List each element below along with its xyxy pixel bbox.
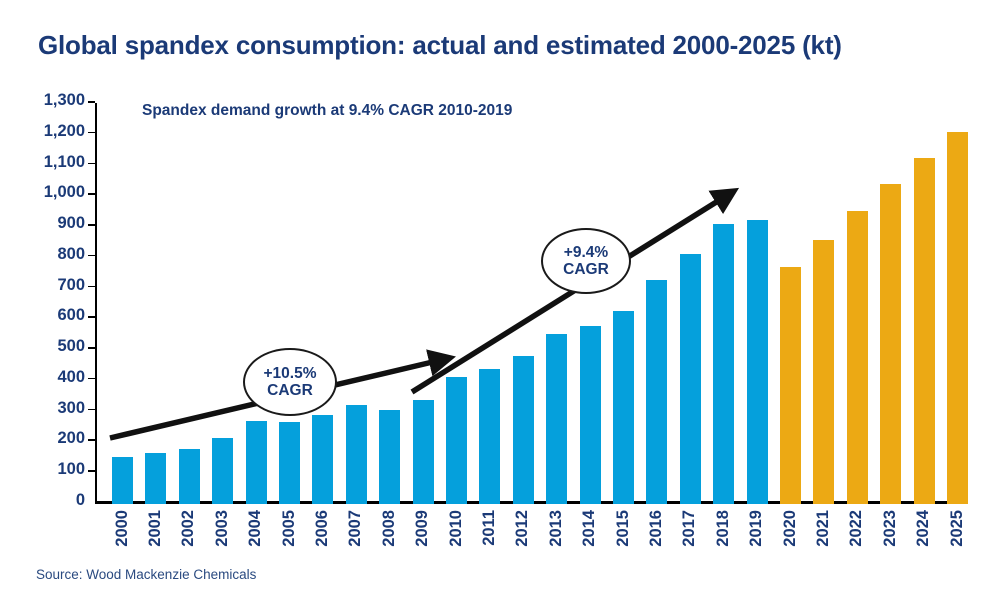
y-axis-tick	[88, 408, 95, 411]
x-axis-tick-label-2006: 2006	[312, 510, 331, 547]
y-axis-tick	[88, 131, 95, 134]
y-axis-tick-label: 1,000	[43, 183, 85, 202]
bar-2021	[813, 239, 835, 504]
x-axis-tick-label-2002: 2002	[179, 510, 198, 547]
bar-2008	[379, 410, 401, 504]
x-axis-tick-label-2018: 2018	[713, 510, 732, 547]
x-axis-tick-label-2023: 2023	[880, 510, 899, 547]
y-axis-tick-label: 1,300	[43, 91, 85, 109]
cagr-bubble-1-label: CAGR	[267, 382, 313, 399]
x-axis-tick-label-2022: 2022	[847, 510, 866, 547]
plot-area: 1,300 1,200 1,100 1,000 900 800 700 600 500 400 30…	[44, 92, 968, 547]
bar-2019	[746, 219, 768, 504]
y-axis-tick-label: 300	[57, 398, 85, 417]
y-axis-tick	[88, 162, 95, 165]
bar-2018	[713, 223, 735, 504]
bar-2012	[512, 355, 534, 504]
bar-2006	[312, 415, 334, 504]
bar-2004	[245, 420, 267, 504]
chart-subtitle-annotation: Spandex demand growth at 9.4% CAGR 2010-…	[142, 102, 513, 119]
cagr-bubble-1-value: +10.5%	[263, 364, 317, 382]
x-axis-tick-label-2008: 2008	[379, 510, 398, 547]
x-axis-tick-label-2016: 2016	[646, 510, 665, 547]
y-axis-tick-label: 1,200	[43, 121, 85, 140]
bar-2001	[145, 453, 167, 504]
x-axis-tick-label-2010: 2010	[446, 510, 465, 547]
x-axis-tick-label-2012: 2012	[513, 510, 532, 547]
y-axis-tick-label: 500	[57, 337, 85, 356]
y-axis-tick-label: 200	[57, 429, 85, 448]
x-axis-tick-label-2019: 2019	[747, 510, 766, 547]
bar-2000	[112, 457, 133, 504]
x-axis-tick-label-2015: 2015	[613, 510, 632, 547]
y-axis-tick-label: 1,100	[43, 152, 85, 171]
bar-2025	[947, 132, 968, 504]
x-axis-tick-label-2004: 2004	[246, 510, 265, 547]
y-axis-tick-label: 900	[57, 214, 85, 233]
y-axis-tick	[88, 285, 95, 288]
bar-2022	[846, 210, 868, 504]
y-axis-tick	[88, 101, 95, 103]
y-axis-tick	[88, 470, 95, 472]
bar-2007	[345, 404, 367, 504]
x-axis-tick-label-2020: 2020	[780, 510, 799, 547]
cagr-bubble-2-value: +9.4%	[563, 243, 609, 261]
bar-2020	[780, 266, 801, 504]
x-axis-tick-label-2009: 2009	[413, 510, 432, 547]
x-axis-tick-label-2001: 2001	[145, 510, 164, 547]
y-axis-tick-label: 100	[57, 460, 85, 479]
y-axis-tick	[88, 377, 95, 380]
bar-2011	[479, 369, 501, 504]
x-axis-tick-label-2025: 2025	[947, 510, 966, 547]
bar-2014	[579, 325, 601, 504]
y-axis-tick	[88, 254, 95, 257]
y-axis-line	[95, 103, 97, 503]
bar-2015	[613, 311, 634, 504]
y-axis-tick	[88, 439, 95, 441]
cagr-bubble-2-label: CAGR	[563, 261, 609, 278]
source-note: Source: Wood Mackenzie Chemicals	[36, 567, 257, 582]
x-axis-tick-label-2024: 2024	[914, 510, 933, 547]
page-title: Global spandex consumption: actual and e…	[38, 30, 842, 60]
cagr-bubble-2000-2010: +10.5% CAGR	[243, 348, 337, 416]
x-axis-tick-label-2000: 2000	[112, 510, 131, 547]
x-axis-tick-label-2013: 2013	[546, 510, 565, 547]
bar-2003	[212, 438, 234, 504]
cagr-bubble-2010-2019: +9.4% CAGR	[541, 228, 631, 294]
bar-2009	[412, 400, 434, 504]
bar-2010	[446, 377, 467, 504]
bar-2013	[546, 334, 568, 504]
x-axis-tick-label-2011: 2011	[479, 510, 498, 546]
y-axis-tick	[88, 316, 95, 318]
x-axis-tick-label-2003: 2003	[212, 510, 231, 547]
x-axis-tick-label-2017: 2017	[680, 510, 699, 547]
x-axis-tick-label-2014: 2014	[580, 510, 599, 547]
y-axis-tick-label: 800	[57, 244, 85, 263]
y-axis-tick	[88, 193, 95, 195]
bar-2002	[178, 449, 200, 504]
y-axis-tick	[88, 224, 95, 226]
bar-2023	[880, 184, 902, 504]
bar-2017	[679, 254, 701, 504]
bar-2005	[279, 421, 300, 504]
x-axis-tick-label-2021: 2021	[813, 510, 832, 547]
y-axis-tick	[88, 347, 95, 349]
x-axis-tick-label-2007: 2007	[346, 510, 365, 547]
x-axis-tick-label-2005: 2005	[279, 510, 298, 547]
y-axis-tick-label: 400	[57, 367, 85, 386]
bar-2024	[913, 157, 935, 504]
y-axis-tick-label: 700	[57, 275, 85, 294]
y-axis-tick-labels: 1,300 1,200 1,100 1,000 900 800 700 600 500 400 30…	[7, 92, 85, 509]
bar-2016	[646, 280, 668, 504]
y-axis-tick-label: 600	[57, 306, 85, 325]
y-axis-tick-label: 0	[75, 491, 85, 509]
